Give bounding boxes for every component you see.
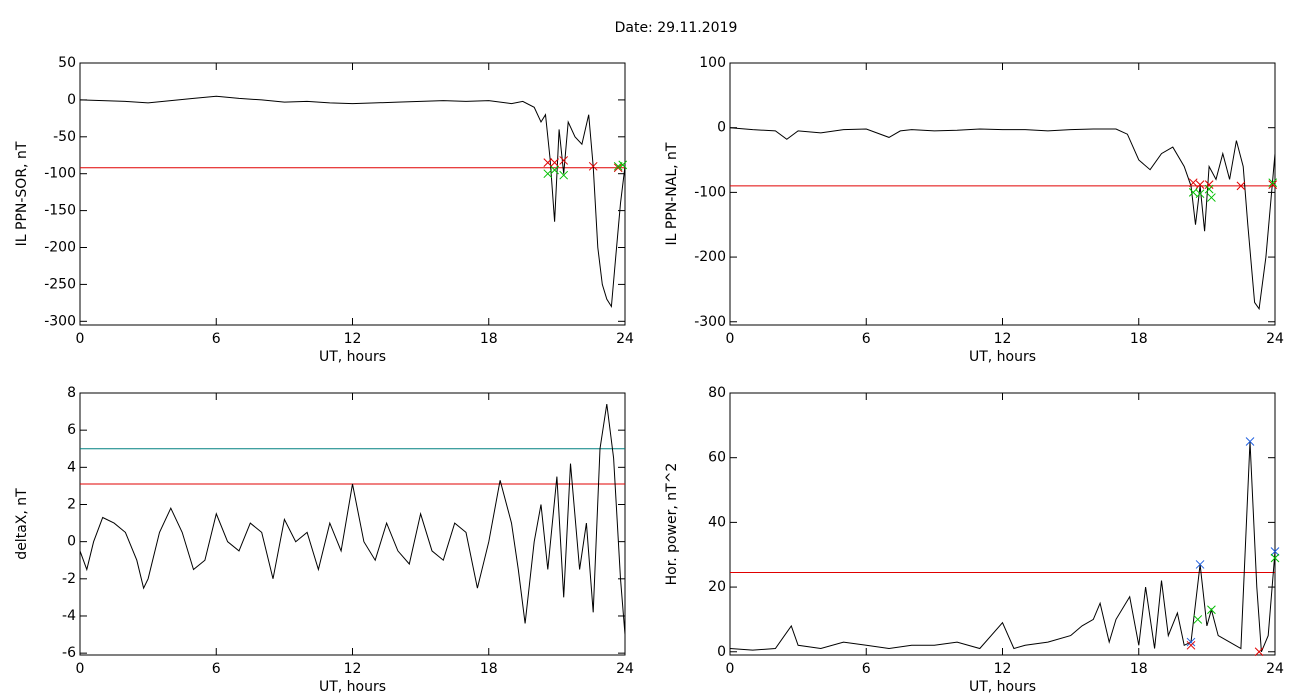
cross-marker bbox=[588, 161, 598, 171]
x-tick-label: 12 bbox=[994, 661, 1012, 677]
y-tick-label: 0 bbox=[717, 120, 726, 136]
x-tick-label: 24 bbox=[1266, 331, 1284, 347]
cross-marker bbox=[559, 156, 569, 165]
y-tick-label: 0 bbox=[67, 92, 76, 108]
figure-title: Date: 29.11.2019 bbox=[615, 20, 738, 36]
y-axis-label: IL PPN-SOR, nT bbox=[14, 141, 30, 246]
x-tick-label: 12 bbox=[344, 331, 362, 347]
cross-marker bbox=[1270, 547, 1280, 556]
y-axis-label: IL PPN-NAL, nT bbox=[664, 142, 680, 245]
data-line bbox=[729, 441, 1276, 652]
cross-marker bbox=[613, 163, 623, 173]
cross-marker bbox=[543, 169, 553, 179]
y-axis-label: Hor. power, nT^2 bbox=[664, 463, 680, 586]
x-tick-label: 18 bbox=[480, 661, 498, 677]
cross-marker bbox=[1188, 178, 1198, 188]
y-tick-label: 2 bbox=[67, 496, 76, 512]
cross-marker bbox=[1195, 560, 1205, 569]
x-tick-label: 0 bbox=[76, 661, 85, 677]
y-tick-label: 6 bbox=[67, 422, 76, 438]
cross-marker bbox=[1245, 437, 1255, 446]
x-tick-label: 18 bbox=[1130, 331, 1148, 347]
x-axis-label: UT, hours bbox=[319, 679, 386, 695]
x-tick-label: 12 bbox=[344, 661, 362, 677]
cross-marker bbox=[550, 158, 559, 167]
y-tick-label: -100 bbox=[44, 166, 76, 182]
y-axis-label: deltaX, nT bbox=[14, 488, 30, 560]
cross-marker bbox=[1270, 553, 1280, 563]
x-tick-label: 6 bbox=[862, 661, 871, 677]
cross-marker bbox=[1186, 640, 1196, 650]
y-tick-label: 50 bbox=[58, 55, 76, 71]
y-tick-label: -300 bbox=[44, 313, 76, 329]
cross-marker bbox=[1204, 180, 1214, 189]
cross-marker bbox=[1236, 181, 1246, 191]
x-axis-label: UT, hours bbox=[969, 679, 1036, 695]
cross-marker bbox=[1204, 184, 1214, 194]
y-tick-label: -200 bbox=[44, 240, 76, 256]
x-tick-label: 6 bbox=[212, 331, 221, 347]
x-axis-label: UT, hours bbox=[319, 349, 386, 365]
y-tick-label: 4 bbox=[67, 459, 76, 475]
y-tick-label: 8 bbox=[67, 385, 76, 401]
cross-marker bbox=[559, 170, 569, 180]
cross-marker bbox=[1207, 193, 1216, 202]
y-tick-label: -6 bbox=[62, 645, 76, 661]
cross-marker bbox=[1268, 180, 1278, 189]
y-tick-label: 100 bbox=[699, 55, 726, 71]
y-tick-label: 60 bbox=[708, 450, 726, 466]
y-tick-label: -2 bbox=[62, 571, 76, 587]
x-axis-label: UT, hours bbox=[969, 349, 1036, 365]
x-tick-label: 18 bbox=[1130, 661, 1148, 677]
x-tick-label: 24 bbox=[616, 661, 634, 677]
y-tick-label: -250 bbox=[44, 276, 76, 292]
data-line bbox=[79, 404, 626, 635]
cross-marker bbox=[543, 158, 553, 167]
cross-marker bbox=[1254, 647, 1264, 657]
y-tick-label: -100 bbox=[694, 184, 726, 200]
y-tick-label: 40 bbox=[708, 514, 726, 530]
y-tick-label: 0 bbox=[717, 644, 726, 660]
y-tick-label: -200 bbox=[694, 249, 726, 265]
data-line bbox=[79, 95, 626, 309]
cross-marker bbox=[1193, 615, 1203, 624]
y-tick-label: 20 bbox=[708, 579, 726, 595]
cross-marker bbox=[1207, 605, 1216, 615]
cross-marker bbox=[618, 160, 628, 170]
y-tick-label: -300 bbox=[694, 314, 726, 330]
cross-marker bbox=[1268, 178, 1278, 188]
x-tick-label: 24 bbox=[1266, 661, 1284, 677]
cross-marker bbox=[1195, 180, 1205, 189]
y-tick-label: -150 bbox=[44, 203, 76, 219]
y-tick-label: -50 bbox=[53, 129, 76, 145]
x-tick-label: 0 bbox=[76, 331, 85, 347]
x-tick-label: 0 bbox=[726, 661, 735, 677]
data-line bbox=[729, 127, 1276, 311]
x-tick-label: 12 bbox=[994, 331, 1012, 347]
x-tick-label: 0 bbox=[726, 331, 735, 347]
cross-marker bbox=[1188, 188, 1198, 197]
x-tick-label: 6 bbox=[862, 331, 871, 347]
cross-marker bbox=[1186, 637, 1196, 647]
cross-marker bbox=[1195, 189, 1205, 199]
x-tick-label: 18 bbox=[480, 331, 498, 347]
y-tick-label: 0 bbox=[67, 534, 76, 550]
x-tick-label: 6 bbox=[212, 661, 221, 677]
y-tick-label: 80 bbox=[708, 385, 726, 401]
cross-marker bbox=[550, 165, 559, 175]
x-tick-label: 24 bbox=[616, 331, 634, 347]
y-tick-label: -4 bbox=[62, 608, 76, 624]
